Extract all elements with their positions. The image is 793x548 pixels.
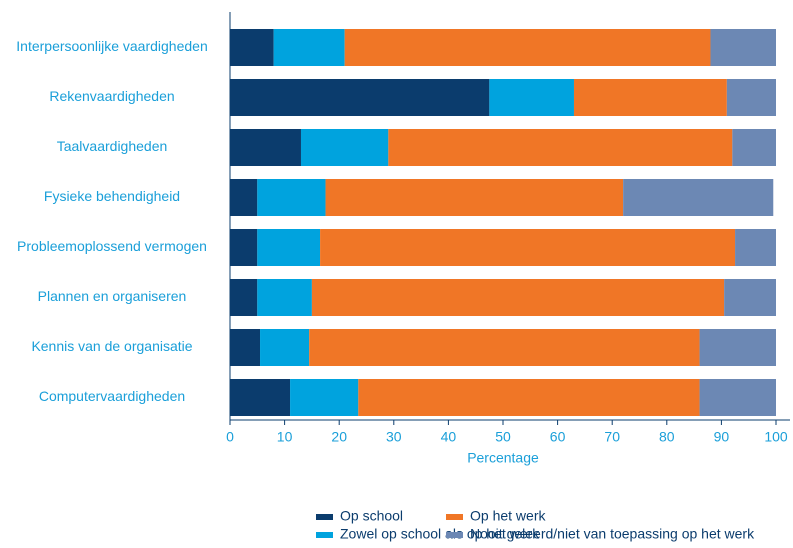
bar-segment — [325, 179, 624, 216]
bar-segment — [699, 329, 776, 366]
bar-segment — [309, 329, 700, 366]
x-tick-label: 40 — [441, 429, 457, 445]
bar-segment — [311, 279, 725, 316]
bar-segment — [735, 229, 776, 266]
category-label: Probleemoplossend vermogen — [17, 238, 207, 254]
legend-swatch — [316, 514, 333, 520]
bar-segment — [230, 229, 258, 266]
bar-segment — [230, 179, 258, 216]
x-tick-label: 70 — [604, 429, 620, 445]
category-label: Kennis van de organisatie — [31, 338, 192, 354]
bar-segment — [489, 79, 574, 116]
x-tick-label: 30 — [386, 429, 402, 445]
bar-segment — [290, 379, 359, 416]
legend-label: Op school — [340, 508, 403, 524]
bar-segment — [623, 179, 774, 216]
x-tick-label: 10 — [277, 429, 293, 445]
x-tick-label: 60 — [550, 429, 566, 445]
x-tick-label: 0 — [226, 429, 234, 445]
legend-swatch — [446, 532, 463, 538]
x-tick-label: 20 — [331, 429, 347, 445]
legend-label: Op het werk — [470, 508, 546, 524]
legend-swatch — [446, 514, 463, 520]
bar-segment — [344, 29, 711, 66]
bar-segment — [257, 229, 321, 266]
bar-segment — [300, 129, 389, 166]
bar-segment — [260, 329, 310, 366]
bar-segment — [699, 379, 776, 416]
x-tick-label: 100 — [764, 429, 788, 445]
bar-segment — [257, 279, 312, 316]
bar-segment — [726, 79, 776, 116]
bar-segment — [358, 379, 700, 416]
x-tick-label: 90 — [714, 429, 730, 445]
bar-segment — [388, 129, 733, 166]
bar-segment — [230, 329, 261, 366]
bar-segment — [710, 29, 776, 66]
legend-swatch — [316, 532, 333, 538]
bar-segment — [273, 29, 345, 66]
bar-segment — [230, 29, 274, 66]
category-label: Computervaardigheden — [39, 388, 185, 404]
bar-segment — [230, 129, 301, 166]
legend-label: Zowel op school als op het werk — [340, 526, 540, 542]
bar-segment — [230, 79, 490, 116]
category-label: Fysieke behendigheid — [44, 188, 180, 204]
bar-segment — [724, 279, 776, 316]
legend-label: Nooit geleerd/niet van toepassing op het… — [470, 526, 755, 542]
bar-segment — [732, 129, 776, 166]
category-label: Taalvaardigheden — [57, 138, 168, 154]
x-axis-label: Percentage — [467, 450, 539, 466]
bar-segment — [573, 79, 727, 116]
category-label: Rekenvaardigheden — [49, 88, 174, 104]
bar-segment — [230, 379, 291, 416]
category-label: Plannen en organiseren — [38, 288, 187, 304]
bar-segment — [230, 279, 258, 316]
bar-segment — [320, 229, 736, 266]
bar-segment — [257, 179, 326, 216]
category-label: Interpersoonlijke vaardigheden — [16, 38, 207, 54]
x-tick-label: 50 — [495, 429, 511, 445]
x-tick-label: 80 — [659, 429, 675, 445]
